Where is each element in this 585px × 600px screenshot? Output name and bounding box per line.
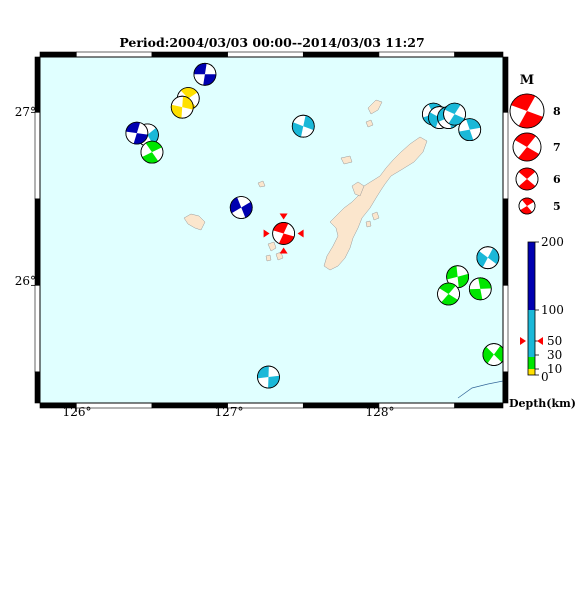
focal-mechanism <box>193 62 217 86</box>
depth-label: 0 <box>541 370 549 384</box>
depth-label: 10 <box>547 362 562 376</box>
focal-mechanism <box>458 118 482 142</box>
focal-mechanism <box>125 121 149 145</box>
ie-island <box>340 155 353 165</box>
focal-mechanism <box>272 222 296 245</box>
tsuken-islands <box>365 211 380 228</box>
depth-label: 50 <box>547 334 562 348</box>
depth-band-0-10 <box>528 369 535 375</box>
focal-mechanism <box>476 246 500 270</box>
depth-marker-right <box>537 337 543 345</box>
depth-legend-title: Depth(km) <box>509 397 576 410</box>
focal-mechanism <box>443 102 466 126</box>
lat-tick-label: 27° <box>15 105 36 119</box>
lon-tick-label: 126° <box>63 405 92 419</box>
lon-tick-label: 127° <box>215 405 244 419</box>
kerama-islands <box>265 241 284 262</box>
focal-mechanism <box>515 167 539 191</box>
map-border <box>31 51 509 412</box>
focal-mechanism <box>140 140 164 164</box>
magnitude-label: 6 <box>553 173 561 186</box>
focal-mechanism <box>229 196 253 219</box>
tonaki-island <box>257 180 266 188</box>
kumejima <box>183 213 206 231</box>
map-title: Period:2004/03/03 00:00--2014/03/03 11:2… <box>119 35 424 50</box>
depth-label: 30 <box>547 348 562 362</box>
iheya-island <box>367 99 383 115</box>
focal-mechanism <box>291 114 315 138</box>
depth-legend: 200 100 50 30 10 0 Depth(km) <box>509 235 576 410</box>
focal-mechanism <box>509 93 545 129</box>
motobu-peninsula <box>351 181 365 197</box>
depth-band-30-100 <box>528 310 535 357</box>
depth-label: 100 <box>541 303 564 317</box>
focal-mechanism <box>512 132 542 162</box>
magnitude-legend-title: M <box>520 73 534 88</box>
trench-line <box>457 380 504 399</box>
depth-bar-outline <box>527 241 536 376</box>
land-masses <box>183 99 504 399</box>
depth-band-10-30 <box>528 357 535 369</box>
highlight-marker <box>263 213 304 254</box>
okinawa-island <box>323 136 428 271</box>
focal-mechanisms <box>125 62 506 389</box>
lat-tick-label: 26° <box>15 274 36 288</box>
depth-label: 200 <box>541 235 564 249</box>
magnitude-label: 7 <box>553 141 561 154</box>
depth-marker-left <box>520 337 526 345</box>
lon-tick-label: 128° <box>366 405 395 419</box>
focal-mechanism <box>468 277 492 301</box>
focal-mechanism <box>482 343 506 366</box>
magnitude-label: 8 <box>553 105 561 118</box>
focal-mechanism <box>257 365 280 389</box>
focal-mechanism <box>437 282 460 306</box>
focal-mechanism <box>518 197 536 215</box>
izena-island <box>365 119 374 128</box>
magnitude-label: 5 <box>553 200 561 213</box>
focal-mechanism <box>170 95 194 119</box>
depth-band-100-200 <box>528 242 535 310</box>
focal-mechanism <box>446 265 470 289</box>
magnitude-legend: M 8 7 6 5 <box>509 73 561 215</box>
